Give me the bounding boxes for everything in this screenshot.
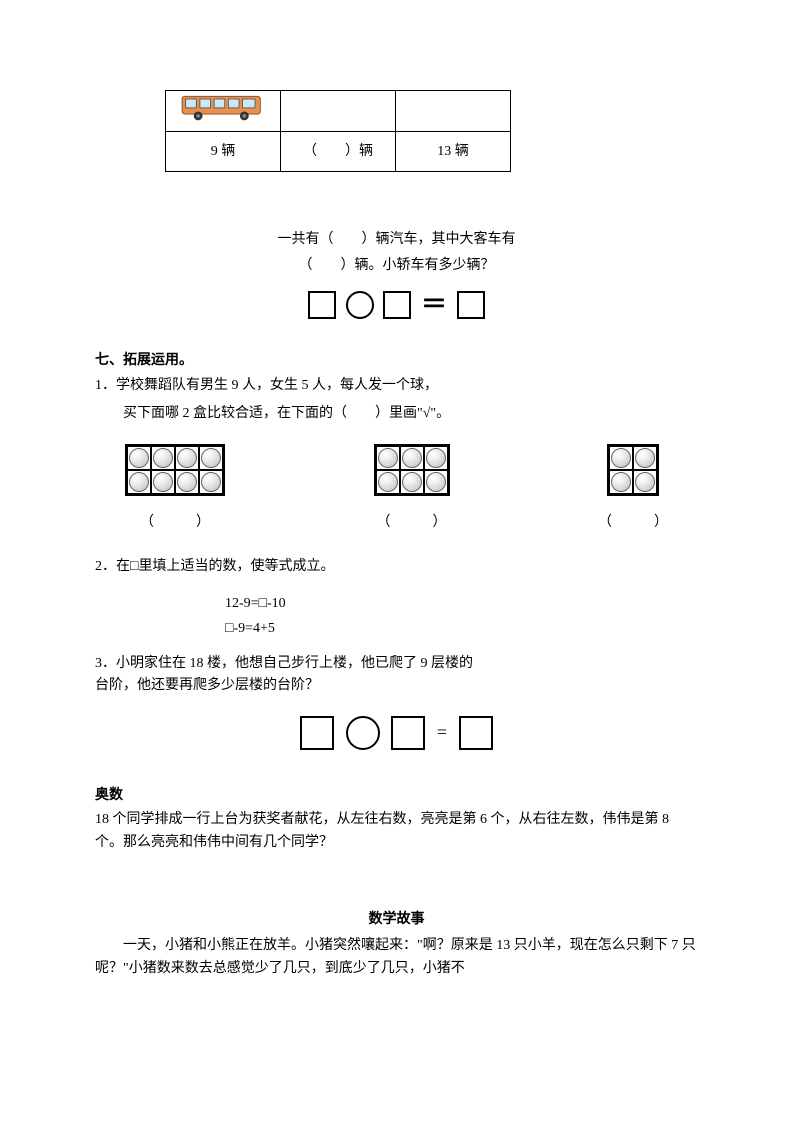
table-cell-value-2: （ ）辆 — [281, 132, 396, 172]
ball-grid-4x2 — [125, 444, 225, 496]
cars-question: 一共有（ ）辆汽车，其中大客车有 （ ）辆。小轿车有多少辆？ — [95, 227, 698, 277]
question-2: 2．在□里填上适当的数，使等式成立。 — [95, 556, 698, 578]
cars-question-line1: 一共有（ ）辆汽车，其中大客车有 — [95, 227, 698, 252]
equation-fill-1: 12-9=□-10 — [225, 591, 698, 616]
equals-sign: ＝ — [421, 284, 447, 326]
story-body: 一天，小猪和小熊正在放羊。小猪突然嚷起来："啊？原来是 13 只小羊，现在怎么只… — [95, 935, 698, 980]
equation-circle — [346, 291, 374, 319]
equation-fill-2: □-9=4+5 — [225, 616, 698, 641]
cars-question-line2: （ ）辆。小轿车有多少辆？ — [95, 253, 698, 278]
ball-option-2: （ ） — [374, 444, 450, 535]
ball-options: （ ） （ ） （ ） — [125, 444, 668, 535]
equals-sign: = — [437, 718, 447, 747]
ball-grid-3x2 — [374, 444, 450, 496]
table-cell-value-1: 9 辆 — [166, 132, 281, 172]
equation-box — [308, 291, 336, 319]
table-cell-empty-1 — [281, 91, 396, 132]
equation-shapes-2: = — [95, 716, 698, 750]
story-title: 数学故事 — [95, 909, 698, 931]
equation-box — [457, 291, 485, 319]
equation-box — [383, 291, 411, 319]
question-1: 1．学校舞蹈队有男生 9 人，女生 5 人，每人发一个球， 买下面哪 2 盒比较… — [95, 375, 698, 426]
q3-line2: 台阶，他还要再爬多少层楼的台阶？ — [95, 675, 698, 697]
vehicle-table: 9 辆 （ ）辆 13 辆 — [165, 90, 511, 172]
table-cell-value-3: 13 辆 — [396, 132, 511, 172]
equation-box — [391, 716, 425, 750]
table-cell-empty-2 — [396, 91, 511, 132]
equation-box — [459, 716, 493, 750]
equation-box — [300, 716, 334, 750]
aoshu-body: 18 个同学排成一行上台为获奖者献花，从左往右数，亮亮是第 6 个，从右往左数，… — [95, 809, 698, 854]
fill-equations: 12-9=□-10 □-9=4+5 — [225, 591, 698, 641]
option-blank-2: （ ） — [374, 512, 450, 534]
ball-option-1: （ ） — [125, 444, 225, 535]
table-cell-bus — [166, 91, 281, 132]
bus-icon — [178, 91, 268, 123]
question-3: 3．小明家住在 18 楼，他想自己步行上楼，他已爬了 9 层楼的 台阶，他还要再… — [95, 653, 698, 698]
option-blank-3: （ ） — [598, 512, 668, 534]
aoshu-title: 奥数 — [95, 785, 698, 807]
section-7-title: 七、拓展运用。 — [95, 350, 698, 372]
q1-line2: 买下面哪 2 盒比较合适，在下面的（ ）里画"√"。 — [123, 403, 698, 425]
q2-line1: 2．在□里填上适当的数，使等式成立。 — [95, 556, 698, 578]
ball-grid-2x2 — [607, 444, 659, 496]
q1-line1: 1．学校舞蹈队有男生 9 人，女生 5 人，每人发一个球， — [95, 375, 698, 397]
q3-line1: 3．小明家住在 18 楼，他想自己步行上楼，他已爬了 9 层楼的 — [95, 653, 698, 675]
equation-circle — [346, 716, 380, 750]
ball-option-3: （ ） — [598, 444, 668, 535]
option-blank-1: （ ） — [125, 512, 225, 534]
equation-shapes-1: ＝ — [95, 284, 698, 326]
